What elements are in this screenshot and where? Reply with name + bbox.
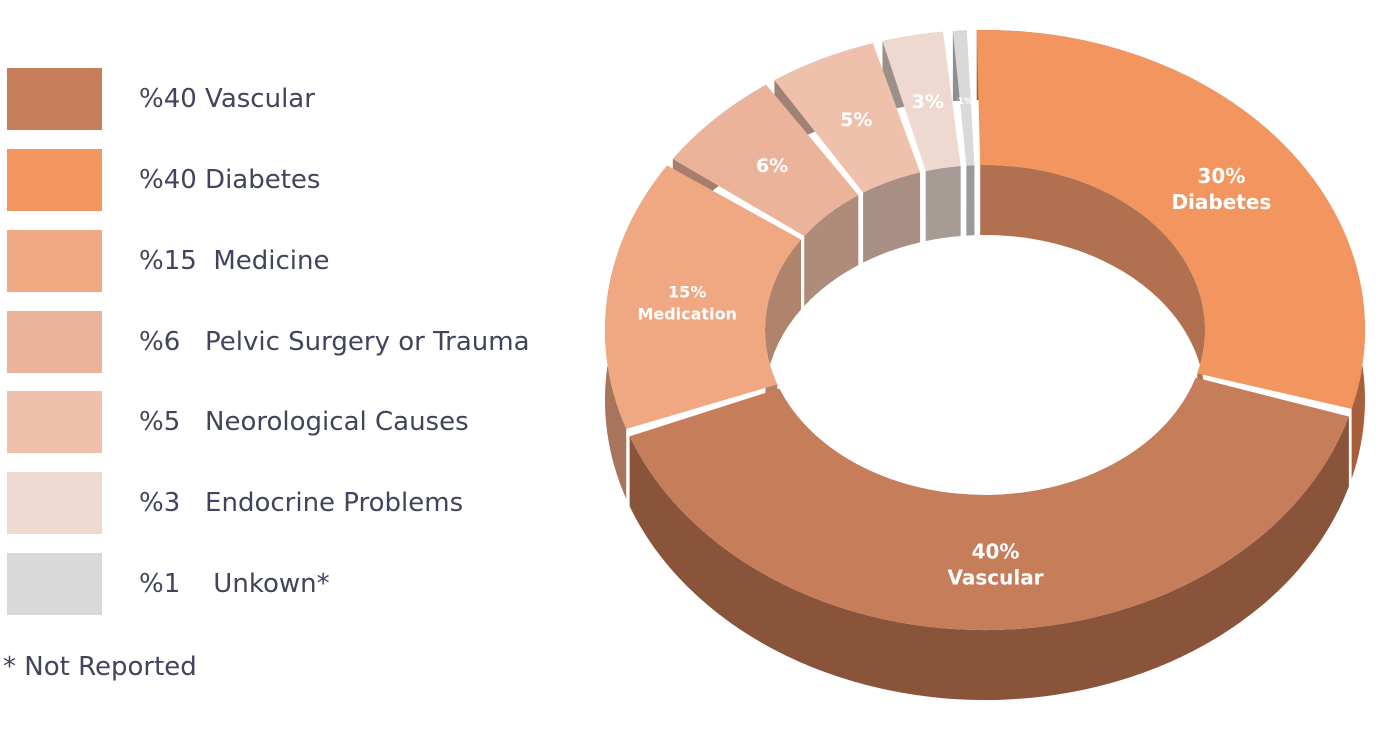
legend-item-neurological: %5 Neorological Causes bbox=[7, 391, 587, 453]
donut-label-pct-unkown: 1% bbox=[957, 97, 972, 107]
donut-label-pct-medication: 15% bbox=[668, 283, 706, 302]
donut-slice-medication bbox=[604, 165, 802, 429]
legend-label-vascular: %40 Vascular bbox=[139, 84, 315, 114]
legend-swatch-diabetes bbox=[7, 149, 102, 211]
legend-swatch-endocrine bbox=[7, 472, 102, 534]
legend-item-endocrine: %3 Endocrine Problems bbox=[7, 472, 587, 534]
donut-slice-endocrine-problems bbox=[882, 31, 961, 172]
donut-slice-vascular bbox=[629, 377, 1349, 631]
legend-label-pelvic: %6 Pelvic Surgery or Trauma bbox=[139, 327, 530, 357]
donut-inner-endocrine-problems bbox=[925, 166, 961, 242]
footnote: * Not Reported bbox=[3, 652, 197, 682]
donut-label-name-diabetes: Diabetes bbox=[1171, 190, 1271, 214]
donut-label-pct-diabetes: 30% bbox=[1197, 164, 1245, 188]
chart-legend: %40 Vascular %40 Diabetes %15 Medicine %… bbox=[0, 0, 600, 747]
donut-label-pct-endocrine-problems: 3% bbox=[912, 91, 944, 113]
legend-item-pelvic: %6 Pelvic Surgery or Trauma bbox=[7, 311, 587, 373]
legend-item-medicine: %15 Medicine bbox=[7, 230, 587, 292]
legend-label-diabetes: %40 Diabetes bbox=[139, 165, 321, 195]
donut-chart: 30%Diabetes 40%Vascular 15% Medication 6% 5% 3… bbox=[604, 30, 1365, 701]
donut-label-name-medication: Medication bbox=[637, 305, 737, 324]
legend-label-unknown: %1 Unkown* bbox=[139, 569, 330, 599]
donut-label-pct-vascular: 40% bbox=[972, 539, 1020, 563]
donut-slice-pelvic-surgery-or-trauma bbox=[672, 84, 859, 236]
donut-label-pct-neorological-causes: 5% bbox=[840, 109, 872, 131]
donut-inner-diabetes bbox=[980, 164, 1206, 444]
legend-swatch-pelvic bbox=[7, 311, 102, 373]
donut-slice-neorological-causes bbox=[774, 43, 921, 193]
donut-slice-unkown bbox=[952, 30, 975, 166]
donut-label-name-vascular: Vascular bbox=[947, 565, 1043, 589]
legend-item-diabetes: %40 Diabetes bbox=[7, 149, 587, 211]
legend-swatch-neurological bbox=[7, 391, 102, 453]
legend-label-endocrine: %3 Endocrine Problems bbox=[139, 488, 464, 518]
legend-item-unknown: %1 Unkown* bbox=[7, 553, 587, 615]
donut-side-vascular bbox=[629, 416, 1349, 701]
legend-item-vascular: %40 Vascular bbox=[7, 68, 587, 130]
donut-slice-diabetes bbox=[976, 30, 1365, 409]
donut-label-pct-pelvic-surgery-or-trauma: 6% bbox=[756, 155, 788, 177]
legend-swatch-unknown bbox=[7, 553, 102, 615]
legend-label-medicine: %15 Medicine bbox=[139, 246, 330, 276]
donut-inner-neorological-causes bbox=[863, 172, 921, 263]
donut-inner-unkown bbox=[966, 165, 975, 236]
legend-swatch-medicine bbox=[7, 230, 102, 292]
legend-label-neurological: %5 Neorological Causes bbox=[139, 407, 469, 437]
legend-swatch-vascular bbox=[7, 68, 102, 130]
